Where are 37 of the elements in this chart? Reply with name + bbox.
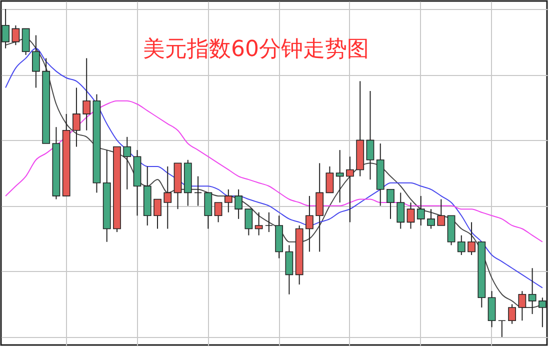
candlestick <box>123 136 132 190</box>
candlestick <box>224 188 232 213</box>
candlestick <box>518 290 526 322</box>
candlestick <box>336 150 344 204</box>
candlestick <box>32 34 40 88</box>
candlestick <box>346 156 354 223</box>
candlestick <box>437 198 446 226</box>
candlestick <box>72 87 80 148</box>
candlestick <box>254 212 263 236</box>
candlestick <box>508 304 516 324</box>
candlestick <box>457 234 466 256</box>
candlestick <box>306 195 314 252</box>
candlestick <box>285 244 294 295</box>
candlestick <box>488 290 496 328</box>
candlestick <box>264 212 273 233</box>
candlestick <box>316 162 324 252</box>
candlestick <box>498 320 506 338</box>
candlestick <box>82 58 91 131</box>
candlestick <box>234 188 242 220</box>
candlestick <box>214 202 222 223</box>
candlestick <box>154 198 162 230</box>
candlestick <box>12 24 20 46</box>
candlestick <box>386 188 394 220</box>
candlestick <box>427 208 435 230</box>
candlestick <box>366 90 374 180</box>
text: 美元指数60分钟走势图 <box>143 37 369 62</box>
candlestick <box>396 192 405 230</box>
candlestick <box>194 176 202 206</box>
candlestick <box>204 192 212 230</box>
candlestick <box>164 166 172 230</box>
candlestick <box>416 195 425 226</box>
candlestick <box>468 222 476 256</box>
candlestick <box>326 166 334 194</box>
candlestick <box>22 28 30 56</box>
candlestick <box>244 208 253 236</box>
candlestick <box>528 268 536 315</box>
candlestick <box>406 202 415 230</box>
